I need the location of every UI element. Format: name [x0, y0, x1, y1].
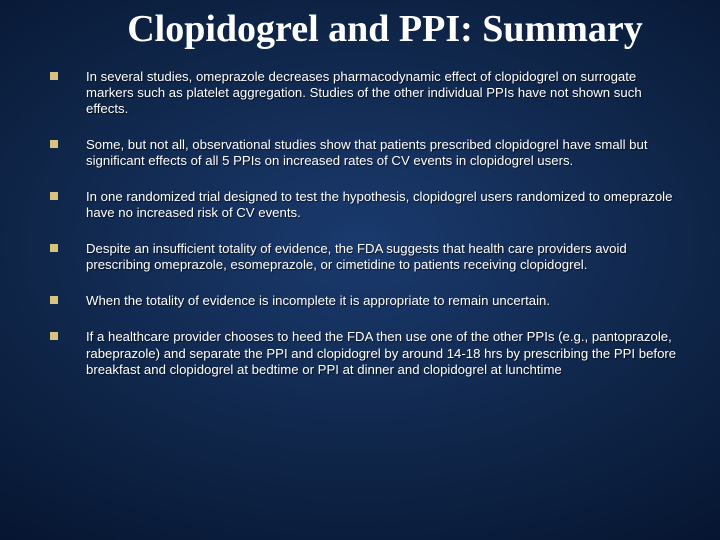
list-item: In one randomized trial designed to test…	[50, 189, 680, 221]
list-item: In several studies, omeprazole decreases…	[50, 69, 680, 117]
square-bullet-icon	[50, 332, 58, 340]
list-item: Despite an insufficient totality of evid…	[50, 241, 680, 273]
square-bullet-icon	[50, 72, 58, 80]
bullet-text: Despite an insufficient totality of evid…	[86, 241, 627, 272]
square-bullet-icon	[50, 244, 58, 252]
slide-title: Clopidogrel and PPI: Summary	[50, 8, 680, 51]
square-bullet-icon	[50, 192, 58, 200]
bullet-text: Some, but not all, observational studies…	[86, 137, 648, 168]
list-item: When the totality of evidence is incompl…	[50, 293, 680, 309]
bullet-text: In several studies, omeprazole decreases…	[86, 69, 642, 116]
slide: Clopidogrel and PPI: Summary In several …	[0, 0, 720, 540]
square-bullet-icon	[50, 140, 58, 148]
bullet-text: When the totality of evidence is incompl…	[86, 293, 550, 308]
bullet-text: In one randomized trial designed to test…	[86, 189, 672, 220]
bullet-text: If a healthcare provider chooses to heed…	[86, 329, 676, 376]
list-item: If a healthcare provider chooses to heed…	[50, 329, 680, 377]
bullet-list: In several studies, omeprazole decreases…	[50, 69, 680, 378]
list-item: Some, but not all, observational studies…	[50, 137, 680, 169]
square-bullet-icon	[50, 296, 58, 304]
